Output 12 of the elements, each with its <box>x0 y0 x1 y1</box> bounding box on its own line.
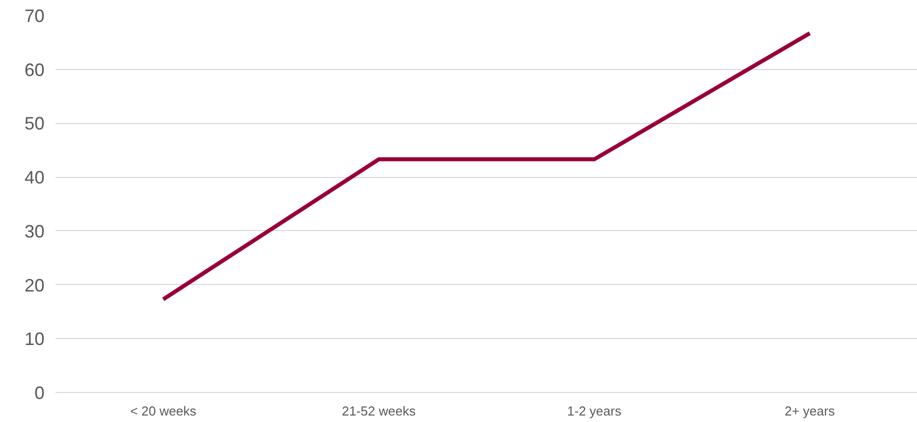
y-tick-label: 0 <box>34 383 45 403</box>
y-tick-label: 30 <box>24 221 45 242</box>
y-tick-label: 10 <box>24 329 45 350</box>
x-tick-label: 21-52 weeks <box>342 404 416 418</box>
x-tick-label: 1-2 years <box>567 404 622 418</box>
y-tick-label: 70 <box>24 6 45 26</box>
y-tick-label: 50 <box>24 114 45 134</box>
y-tick-label: 40 <box>24 168 45 188</box>
x-tick-label: 2+ years <box>784 404 836 418</box>
x-tick-label: < 20 weeks <box>130 404 197 418</box>
y-tick-label: 60 <box>24 60 45 80</box>
y-tick-label: 20 <box>24 275 45 296</box>
